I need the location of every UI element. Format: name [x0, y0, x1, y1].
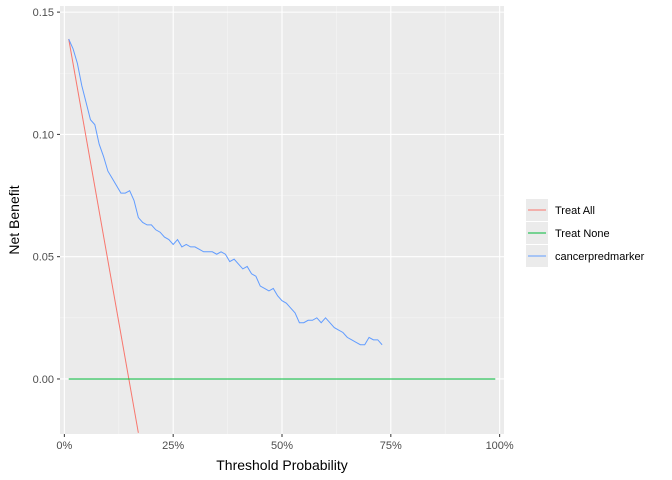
x-tick-label: 50%: [271, 440, 293, 452]
series-line-cancerpredmarker: [68, 38, 383, 346]
legend-label-treat-all: Treat All: [555, 205, 595, 217]
major-gridlines: [60, 6, 504, 434]
y-tick-label: 0.15: [33, 7, 54, 19]
legend: Treat All Treat None cancerpredmarker: [526, 199, 645, 267]
x-tick-label: 0%: [56, 440, 72, 452]
y-axis-ticks: 0.00 0.05 0.10 0.15: [33, 7, 60, 386]
legend-label-treat-none: Treat None: [555, 228, 610, 240]
series-line-treat-all: [68, 38, 139, 433]
x-tick-label: 25%: [162, 440, 184, 452]
y-tick-label: 0.10: [33, 129, 54, 141]
x-tick-label: 75%: [380, 440, 402, 452]
x-axis-ticks: 0% 25% 50% 75% 100%: [56, 434, 514, 452]
y-axis-title: Net Benefit: [6, 185, 22, 254]
series-lines: [68, 38, 496, 433]
y-tick-label: 0.00: [33, 374, 54, 386]
y-tick-label: 0.05: [33, 252, 54, 264]
x-axis-title: Threshold Probability: [216, 457, 348, 473]
x-tick-label: 100%: [486, 440, 514, 452]
legend-label-cancerpredmarker: cancerpredmarker: [555, 251, 645, 263]
